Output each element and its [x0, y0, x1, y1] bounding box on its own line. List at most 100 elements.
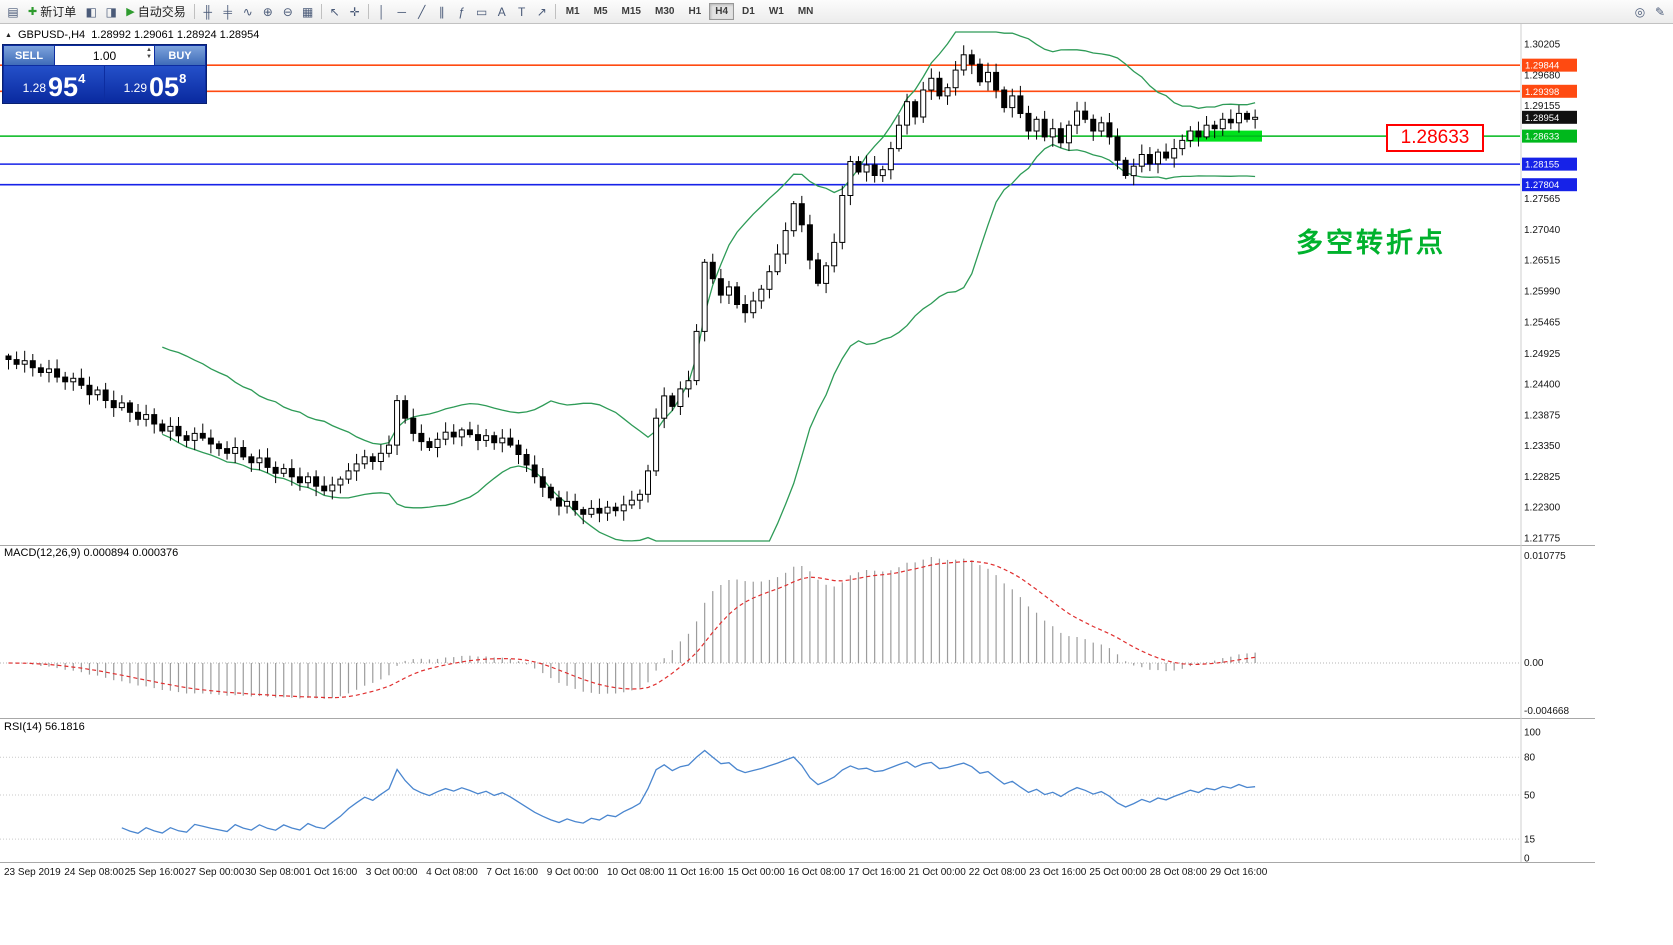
sell-price-big: 95: [48, 72, 79, 103]
trendline-icon[interactable]: ╱: [418, 4, 426, 19]
text-label-icon[interactable]: T: [518, 4, 526, 19]
navigator-icon[interactable]: ◨: [105, 4, 117, 19]
timeframe-w1[interactable]: W1: [768, 6, 784, 17]
price-tag-label: 1.28633: [1525, 132, 1559, 143]
macd-indicator-label: MACD(12,26,9) 0.000894 0.000376: [4, 547, 179, 559]
chart-expander-icon[interactable]: ▲: [5, 31, 12, 39]
chart-window: 1.30205 1.29680 1.29155 1.27565 1.27040 1.265…: [0, 24, 1673, 945]
buy-button[interactable]: BUY: [155, 46, 205, 65]
price-tags: 1.29844 1.29398 1.28954 1.28633 1.28155 1.278…: [1522, 58, 1577, 192]
time-axis-label: 29 Oct 16:00: [1210, 867, 1268, 878]
new-order-icon: ✚: [28, 6, 38, 18]
volume-input[interactable]: 1.00 ▲ ▼: [55, 46, 154, 65]
fibonacci-icon[interactable]: ƒ: [458, 4, 466, 19]
time-axis-label: 23 Oct 16:00: [1029, 867, 1087, 878]
stepper-down-icon[interactable]: ▼: [146, 54, 152, 60]
autotrade-play-icon: ▶: [126, 6, 135, 18]
timeframe-m15[interactable]: M15: [621, 6, 641, 17]
bar-chart-icon[interactable]: ╫: [203, 4, 212, 19]
time-axis[interactable]: 23 Sep 2019 24 Sep 08:00 25 Sep 16:00 27 Se…: [4, 867, 1268, 878]
chart-ohlc-values: 1.28992 1.29061 1.28924 1.28954: [91, 29, 260, 41]
time-axis-label: 24 Sep 08:00: [64, 867, 124, 878]
price-tag-1.27804: [1522, 178, 1577, 192]
timeframe-mn[interactable]: MN: [797, 6, 814, 17]
sell-price-pip: 4: [78, 71, 86, 86]
time-axis-label: 30 Sep 08:00: [245, 867, 305, 878]
toolbar-separator: [367, 4, 369, 19]
time-axis-label: 3 Oct 00:00: [366, 867, 418, 878]
timeframe-m30[interactable]: M30: [654, 6, 675, 17]
search-icon[interactable]: ◎: [1634, 4, 1646, 19]
price-tag-1.29844: [1522, 58, 1577, 72]
candlestick-chart-icon[interactable]: ╪: [223, 4, 232, 19]
time-axis-label: 21 Oct 00:00: [909, 867, 967, 878]
toolbar-separator: [320, 4, 322, 19]
price-callout-box[interactable]: 1.28633: [1386, 124, 1484, 152]
macd-axis-label: 0.00: [1524, 658, 1544, 669]
bollinger-upper-band: [162, 31, 1256, 445]
bollinger-lower-band: [162, 143, 1256, 542]
price-tag-label: 1.29398: [1525, 87, 1559, 98]
price-axis-label: 1.29155: [1524, 101, 1561, 112]
price-tag-1.28155: [1522, 157, 1577, 171]
shapes-icon[interactable]: ▭: [476, 4, 488, 19]
timeframe-h1[interactable]: H1: [688, 6, 702, 17]
zoom-out-icon[interactable]: ⊖: [282, 4, 293, 19]
price-axis-label: 1.25465: [1524, 317, 1561, 328]
time-axis-label: 28 Oct 08:00: [1150, 867, 1208, 878]
timeframe-m5[interactable]: M5: [593, 6, 608, 17]
market-watch-icon[interactable]: ◧: [85, 4, 97, 19]
timeframe-d1[interactable]: D1: [742, 6, 755, 17]
sell-price-prefix: 1.28: [22, 81, 47, 95]
toolbar-separator: [554, 4, 556, 19]
horizontal-line-icon[interactable]: ─: [397, 4, 406, 19]
timeframe-h4[interactable]: H4: [709, 3, 735, 20]
price-axis-label: 1.22825: [1524, 472, 1561, 483]
price-axis-label: 1.25990: [1524, 287, 1561, 298]
sell-button[interactable]: SELL: [4, 46, 54, 65]
cursor-icon[interactable]: ↖: [329, 4, 340, 19]
chart-surface[interactable]: 1.30205 1.29680 1.29155 1.27565 1.27040 1.265…: [0, 24, 1673, 945]
panel-separators: [0, 24, 1595, 863]
stepper-up-icon[interactable]: ▲: [146, 47, 152, 53]
buy-price-display[interactable]: 1.29 05 8: [105, 66, 205, 102]
time-axis-label: 9 Oct 00:00: [547, 867, 599, 878]
price-axis-label: 1.21775: [1524, 534, 1561, 545]
horizontal-level-lines[interactable]: [0, 64, 1520, 186]
price-axis-label: 1.27565: [1524, 194, 1561, 205]
time-axis-label: 1 Oct 16:00: [306, 867, 358, 878]
price-tag-label: 1.28155: [1525, 160, 1559, 171]
line-chart-icon[interactable]: ∿: [242, 4, 253, 19]
channel-icon[interactable]: ∥: [438, 4, 445, 19]
new-order-button-label: 新订单: [40, 5, 77, 19]
buy-price-big: 05: [149, 72, 180, 103]
timeframe-m1[interactable]: M1: [565, 6, 580, 17]
rsi-line: [121, 749, 1256, 835]
sell-price-display[interactable]: 1.28 95 4: [4, 66, 104, 102]
timeframe-switcher: M1 M5 M15 M30 H1 H4 D1 W1 MN: [559, 3, 821, 20]
text-icon[interactable]: A: [497, 4, 506, 19]
chart-header: ▲ GBPUSD-,H4 1.28992 1.29061 1.28924 1.2…: [5, 29, 259, 41]
price-axis[interactable]: 1.30205 1.29680 1.29155 1.27565 1.27040 1.265…: [1524, 40, 1561, 545]
tile-windows-icon[interactable]: ▦: [302, 4, 314, 19]
toolbar-separator: [193, 4, 195, 19]
bollinger-bands: [162, 31, 1256, 542]
zoom-in-icon[interactable]: ⊕: [262, 4, 273, 19]
volume-stepper[interactable]: ▲ ▼: [146, 47, 152, 61]
price-axis-label: 1.27040: [1524, 225, 1561, 236]
buy-price-prefix: 1.29: [123, 81, 148, 95]
arrows-icon[interactable]: ↗: [536, 4, 547, 19]
crosshair-icon[interactable]: ✛: [349, 4, 360, 19]
time-axis-label: 7 Oct 16:00: [486, 867, 538, 878]
time-axis-label: 23 Sep 2019: [4, 867, 61, 878]
price-tag-label: 1.28954: [1525, 113, 1559, 124]
chart-window-icon[interactable]: ▤: [7, 4, 19, 19]
price-tag-label: 1.27804: [1525, 180, 1559, 191]
edit-icon[interactable]: ✎: [1654, 4, 1666, 19]
autotrade-button[interactable]: ▶ 自动交易: [121, 2, 190, 21]
turning-point-note[interactable]: 多空转折点: [1296, 228, 1446, 258]
one-click-trading-panel: SELL 1.00 ▲ ▼ BUY 1.28 95 4 1.29 05 8: [2, 44, 207, 104]
time-axis-label: 25 Sep 16:00: [125, 867, 185, 878]
new-order-button[interactable]: ✚ 新订单: [23, 2, 81, 21]
vertical-line-icon[interactable]: │: [377, 4, 386, 19]
